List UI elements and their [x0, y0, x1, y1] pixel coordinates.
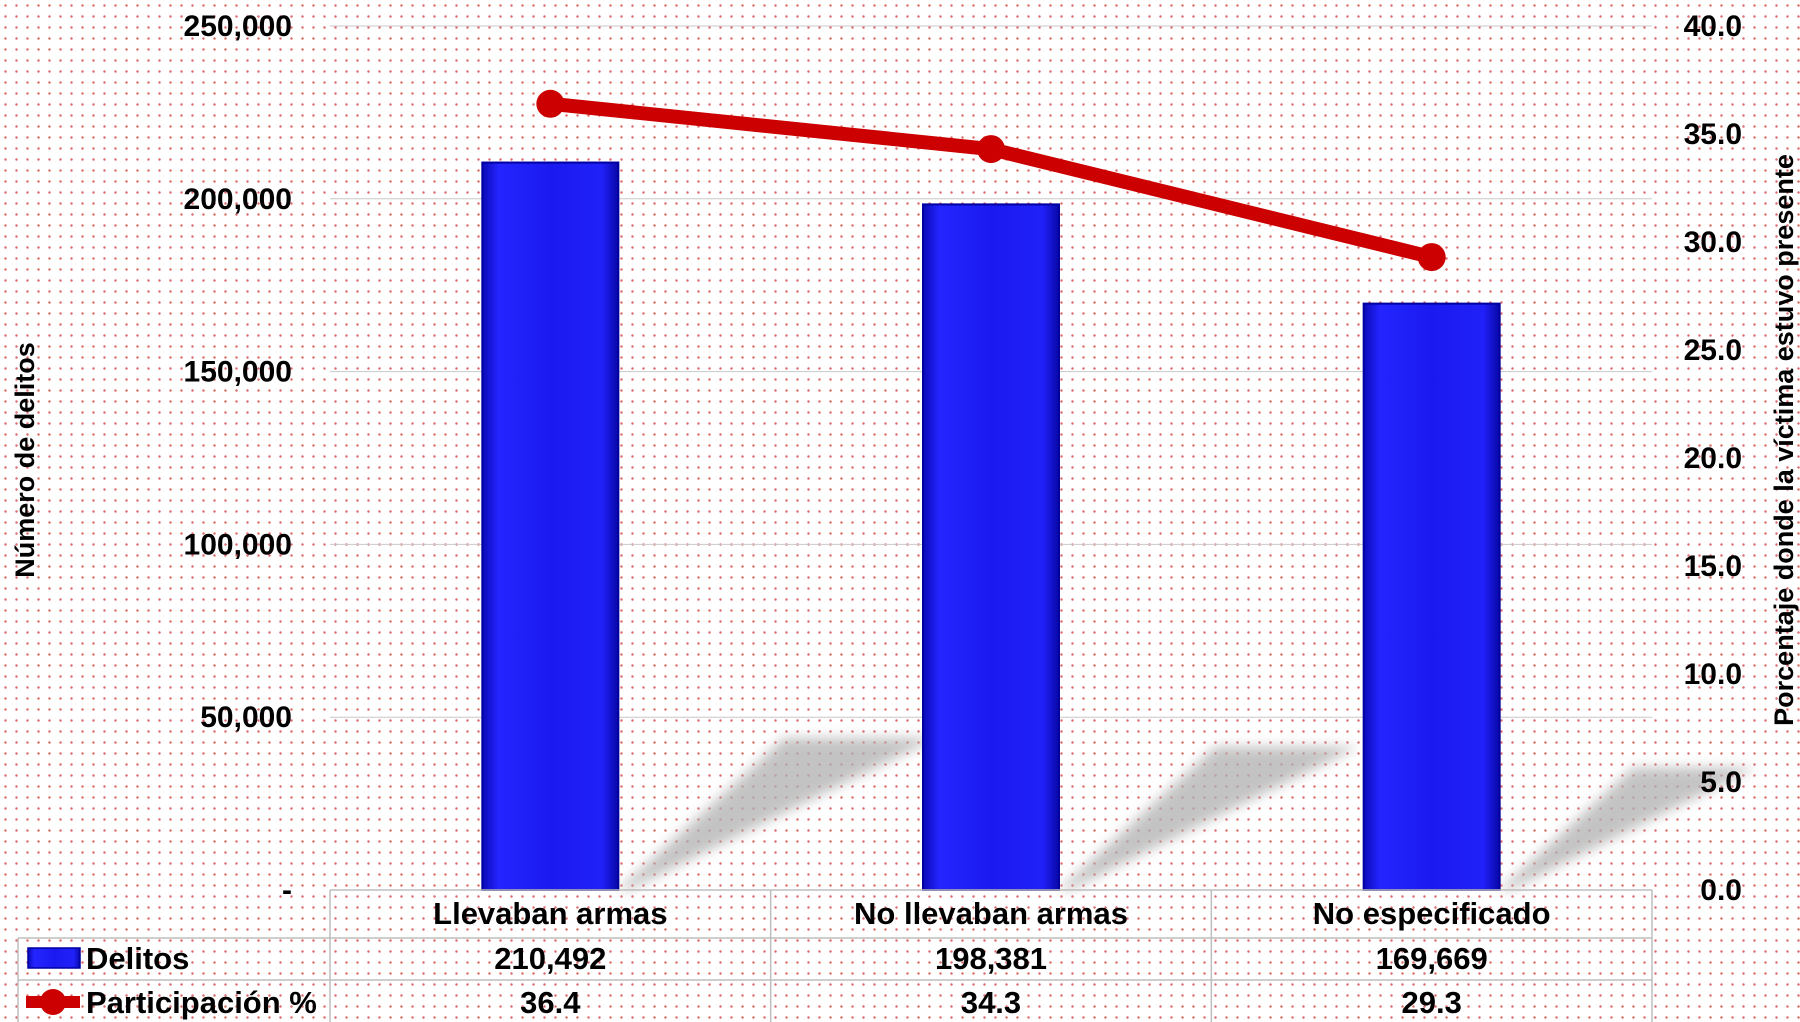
bar-shadows — [618, 737, 1756, 890]
left-tick-label: 200,000 — [184, 183, 292, 216]
axes: - 50,000 100,000 150,000 200,000 250,000 0.0 5… — [10, 10, 1799, 907]
legend-label-line: Participación % — [86, 985, 317, 1020]
line-value-cell: 34.3 — [961, 985, 1021, 1020]
left-tick-label: 150,000 — [184, 356, 292, 389]
legend-label-bar: Delitos — [86, 941, 189, 976]
line-marker — [977, 135, 1005, 164]
left-axis-ticks: - 50,000 100,000 150,000 200,000 250,000 — [184, 10, 292, 907]
left-tick-label: 50,000 — [200, 701, 292, 734]
right-tick-label: 5.0 — [1700, 766, 1742, 799]
bars — [481, 161, 1501, 891]
line-value-cell: 29.3 — [1401, 985, 1461, 1020]
bar-shadow — [1059, 746, 1359, 890]
line-marker — [1417, 243, 1446, 272]
right-tick-label: 10.0 — [1684, 658, 1742, 691]
bar — [922, 203, 1060, 891]
category-label: No especificado — [1313, 896, 1551, 931]
bar — [1362, 302, 1501, 891]
bar-shadow — [618, 737, 937, 890]
right-axis-ticks: 0.0 5.0 10.0 15.0 20.0 25.0 30.0 35.0 40.0 — [1684, 10, 1742, 907]
bar-value-cell: 210,492 — [494, 941, 606, 976]
left-tick-label: - — [282, 874, 292, 907]
bar-value-cell: 169,669 — [1376, 941, 1488, 976]
right-tick-label: 0.0 — [1700, 874, 1742, 907]
right-tick-label: 15.0 — [1684, 550, 1742, 583]
participation-line — [536, 89, 1446, 272]
line-marker — [536, 89, 565, 118]
right-axis-title: Porcentaje donde la víctima estuvo prese… — [1769, 154, 1799, 726]
right-tick-label: 40.0 — [1684, 10, 1742, 43]
category-label: Llevaban armas — [433, 896, 667, 931]
right-tick-label: 35.0 — [1684, 118, 1742, 151]
right-tick-label: 20.0 — [1684, 442, 1742, 475]
data-table: Llevaban armas 210,492 36.4 No llevaban arm… — [17, 889, 1653, 1022]
legend-key-marker — [40, 989, 66, 1015]
left-tick-label: 100,000 — [184, 528, 292, 561]
legend-key-bar — [27, 947, 81, 969]
bar — [481, 161, 620, 891]
line-value-cell: 36.4 — [520, 985, 581, 1020]
right-tick-label: 30.0 — [1684, 226, 1742, 259]
bar-shadow — [1499, 767, 1756, 890]
right-tick-label: 25.0 — [1684, 334, 1742, 367]
bar-value-cell: 198,381 — [935, 941, 1047, 976]
category-label: No llevaban armas — [854, 896, 1128, 931]
left-axis-title: Número de delitos — [10, 342, 40, 578]
left-tick-label: 250,000 — [184, 10, 292, 43]
